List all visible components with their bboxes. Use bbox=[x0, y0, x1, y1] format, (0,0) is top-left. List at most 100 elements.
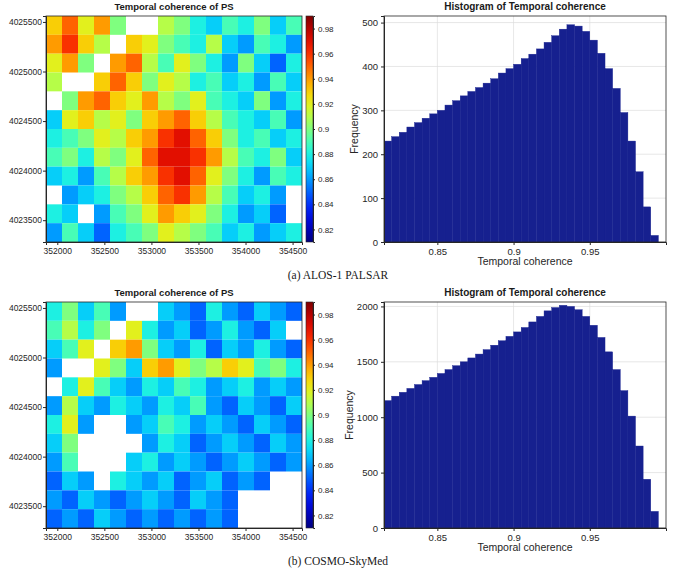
cell bbox=[238, 359, 254, 378]
x-axis-line bbox=[385, 529, 667, 532]
tick-mark bbox=[313, 104, 315, 105]
cell bbox=[94, 359, 110, 378]
cell bbox=[46, 509, 62, 528]
cell bbox=[174, 73, 190, 92]
cell bbox=[78, 223, 94, 242]
cell bbox=[142, 91, 158, 110]
tick-mark bbox=[57, 242, 58, 245]
bar bbox=[498, 341, 506, 528]
cell bbox=[206, 340, 222, 359]
cell bbox=[206, 359, 222, 378]
cell bbox=[174, 340, 190, 359]
cell bbox=[254, 377, 270, 396]
cell bbox=[254, 186, 270, 205]
tick-mark bbox=[313, 415, 315, 416]
tick-mark bbox=[43, 457, 46, 458]
tick: 4025000 bbox=[9, 67, 46, 77]
tick: 4024500 bbox=[9, 116, 46, 126]
cell bbox=[286, 110, 302, 129]
cell bbox=[238, 91, 254, 110]
bar bbox=[613, 370, 621, 528]
cell bbox=[110, 73, 126, 92]
cell bbox=[174, 453, 190, 472]
bar bbox=[582, 31, 590, 242]
bar bbox=[575, 26, 583, 242]
plot-background bbox=[384, 16, 666, 242]
cell bbox=[110, 148, 126, 167]
cell bbox=[238, 340, 254, 359]
cell bbox=[190, 340, 206, 359]
cell bbox=[174, 223, 190, 242]
cell bbox=[110, 54, 126, 73]
cell bbox=[254, 129, 270, 148]
tick-label: 0.94 bbox=[318, 75, 334, 84]
bar bbox=[597, 337, 605, 528]
cell bbox=[174, 509, 190, 528]
cell bbox=[190, 148, 206, 167]
cell bbox=[174, 91, 190, 110]
tick: 352500 bbox=[91, 528, 120, 542]
cell bbox=[126, 340, 142, 359]
cell bbox=[94, 148, 110, 167]
cell bbox=[238, 396, 254, 415]
cell bbox=[94, 129, 110, 148]
tick-mark bbox=[43, 22, 46, 23]
bar bbox=[620, 113, 628, 242]
cell bbox=[206, 186, 222, 205]
cell bbox=[142, 453, 158, 472]
tick-mark bbox=[313, 440, 315, 441]
cell bbox=[222, 490, 238, 509]
tick-label: 100 bbox=[362, 193, 378, 204]
cell bbox=[270, 35, 286, 54]
tick: 0.82 bbox=[313, 512, 334, 521]
tick: 0 bbox=[373, 237, 384, 248]
cell bbox=[142, 186, 158, 205]
cell bbox=[142, 340, 158, 359]
y-axis-line bbox=[43, 303, 47, 529]
cell bbox=[238, 223, 254, 242]
tick: 0.86 bbox=[313, 175, 334, 184]
tick: 4023500 bbox=[9, 215, 46, 225]
cell bbox=[62, 204, 78, 223]
tick: 0.92 bbox=[313, 100, 334, 109]
tick: 0.88 bbox=[313, 436, 334, 445]
tick-label: 0.9 bbox=[318, 411, 330, 420]
cell bbox=[270, 223, 286, 242]
tick: 353000 bbox=[138, 528, 167, 542]
cell bbox=[270, 396, 286, 415]
cell bbox=[190, 35, 206, 54]
tick: 0.95 bbox=[581, 242, 600, 257]
cell bbox=[270, 321, 286, 340]
cell bbox=[158, 73, 174, 92]
cell bbox=[142, 54, 158, 73]
tick-mark bbox=[381, 23, 384, 24]
cell bbox=[238, 54, 254, 73]
cell bbox=[254, 359, 270, 378]
histogram-panel: Histogram of Temporal coherence0.850.90.… bbox=[348, 1, 666, 267]
cells bbox=[46, 302, 302, 528]
tick-mark bbox=[43, 121, 46, 122]
cell bbox=[46, 54, 62, 73]
cell bbox=[62, 396, 78, 415]
cell bbox=[78, 54, 94, 73]
cell bbox=[174, 204, 190, 223]
tick-mark bbox=[313, 129, 315, 130]
cell bbox=[238, 167, 254, 186]
cell bbox=[110, 340, 126, 359]
cell bbox=[110, 509, 126, 528]
tick-mark bbox=[381, 66, 384, 67]
cell bbox=[222, 223, 238, 242]
tick-label: 0.86 bbox=[318, 175, 334, 184]
cell bbox=[206, 73, 222, 92]
cell bbox=[110, 223, 126, 242]
figure-canvas: Temporal coherence of PS3520003525003530… bbox=[0, 0, 676, 578]
bar bbox=[552, 36, 560, 242]
tick: 354500 bbox=[279, 528, 308, 542]
plot-background bbox=[46, 302, 302, 528]
tick-mark bbox=[313, 179, 315, 180]
tick-label: 2000 bbox=[357, 301, 378, 312]
tick-mark bbox=[381, 417, 384, 418]
tick: 353500 bbox=[185, 242, 214, 256]
cell bbox=[62, 167, 78, 186]
cell bbox=[110, 204, 126, 223]
